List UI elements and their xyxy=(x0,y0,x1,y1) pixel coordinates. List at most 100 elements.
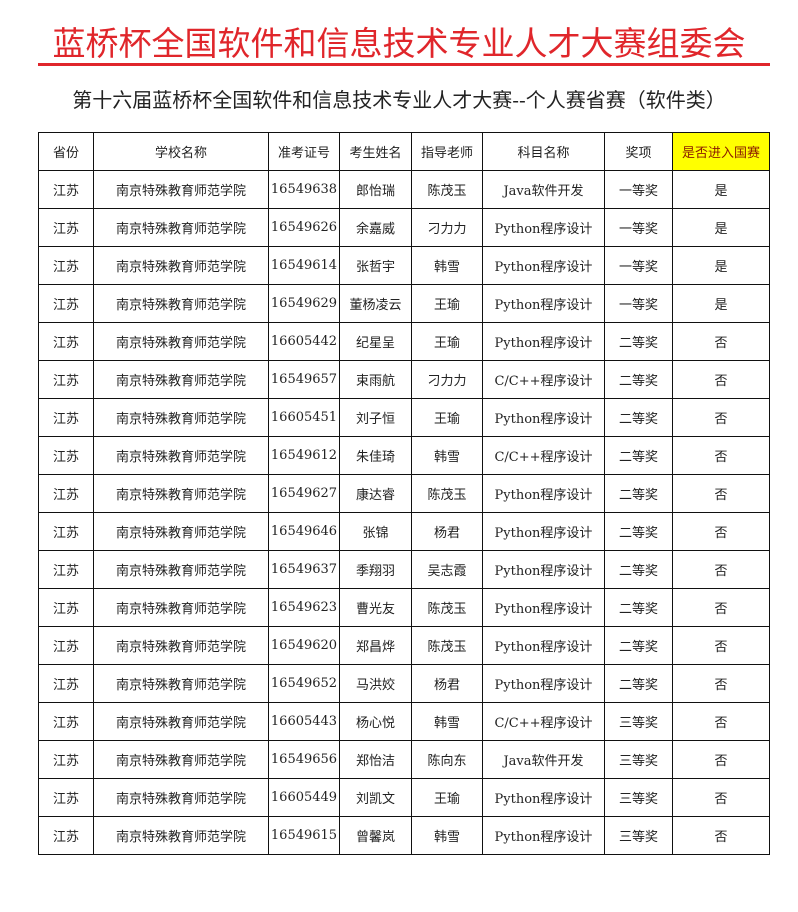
table-row: 江苏 南京特殊教育师范学院 16605451 刘子恒 王瑜 Python程序设计 二等奖否 xyxy=(38,398,770,437)
cell-province: 江苏 xyxy=(38,474,94,513)
cell-student-name: 张哲宇 xyxy=(339,246,412,285)
cell-student-name: 郎怡瑞 xyxy=(339,170,412,209)
column-header-national-qualified: 是否进入国赛 xyxy=(672,132,770,171)
cell-award: 三等奖 xyxy=(604,702,673,741)
cell-school: 南京特殊教育师范学院 xyxy=(93,322,269,361)
cell-award: 一等奖 xyxy=(604,208,673,247)
cell-subject: Python程序设计 xyxy=(482,664,605,703)
cell-province: 江苏 xyxy=(38,170,94,209)
cell-national-qualified: 是 xyxy=(672,246,770,285)
cell-province: 江苏 xyxy=(38,322,94,361)
cell-advisor: 王瑜 xyxy=(411,398,483,437)
cell-award: 二等奖 xyxy=(604,550,673,589)
cell-school: 南京特殊教育师范学院 xyxy=(93,664,269,703)
table-row: 江苏 南京特殊教育师范学院 16549629 董杨凌云 王瑜 Python程序设计 一等奖是 xyxy=(38,284,770,323)
cell-student-name: 张锦 xyxy=(339,512,412,551)
cell-advisor: 王瑜 xyxy=(411,778,483,817)
table-row: 江苏 南京特殊教育师范学院 16549623 曹光友 陈茂玉 Python程序设计 二等奖否 xyxy=(38,588,770,627)
table-row: 江苏 南京特殊教育师范学院 16549638 郎怡瑞 陈茂玉 Java软件开发 一等奖是 xyxy=(38,170,770,209)
cell-student-name: 束雨航 xyxy=(339,360,412,399)
cell-student-name: 董杨凌云 xyxy=(339,284,412,323)
cell-province: 江苏 xyxy=(38,208,94,247)
cell-province: 江苏 xyxy=(38,550,94,589)
results-table: 省份 学校名称 准考证号 考生姓名 指导老师 科目名称 奖项 是否进入国赛 江苏 南京特殊教育师… xyxy=(38,132,770,855)
cell-advisor: 陈茂玉 xyxy=(411,170,483,209)
cell-subject: C/C++程序设计 xyxy=(482,360,605,399)
column-header-subject: 科目名称 xyxy=(482,132,605,171)
cell-school: 南京特殊教育师范学院 xyxy=(93,436,269,475)
cell-national-qualified: 是 xyxy=(672,284,770,323)
cell-advisor: 刁力力 xyxy=(411,208,483,247)
cell-student-name: 余嘉威 xyxy=(339,208,412,247)
cell-school: 南京特殊教育师范学院 xyxy=(93,778,269,817)
cell-award: 一等奖 xyxy=(604,246,673,285)
cell-school: 南京特殊教育师范学院 xyxy=(93,474,269,513)
cell-ticket-number: 16549620 xyxy=(268,626,340,665)
cell-advisor: 陈茂玉 xyxy=(411,474,483,513)
cell-province: 江苏 xyxy=(38,284,94,323)
column-header-award: 奖项 xyxy=(604,132,673,171)
column-header-ticket-number: 准考证号 xyxy=(268,132,340,171)
cell-province: 江苏 xyxy=(38,778,94,817)
organizer-title: 蓝桥杯全国软件和信息技术专业人才大赛组委会 xyxy=(52,24,746,63)
cell-subject: C/C++程序设计 xyxy=(482,702,605,741)
cell-province: 江苏 xyxy=(38,360,94,399)
cell-province: 江苏 xyxy=(38,740,94,779)
table-header-row: 省份 学校名称 准考证号 考生姓名 指导老师 科目名称 奖项 是否进入国赛 xyxy=(38,132,770,171)
cell-ticket-number: 16605449 xyxy=(268,778,340,817)
cell-province: 江苏 xyxy=(38,512,94,551)
cell-award: 二等奖 xyxy=(604,474,673,513)
cell-advisor: 杨君 xyxy=(411,512,483,551)
title-divider xyxy=(38,63,770,66)
cell-national-qualified: 否 xyxy=(672,322,770,361)
table-row: 江苏 南京特殊教育师范学院 16549620 郑昌烨 陈茂玉 Python程序设计 二等奖否 xyxy=(38,626,770,665)
cell-subject: C/C++程序设计 xyxy=(482,436,605,475)
cell-advisor: 韩雪 xyxy=(411,436,483,475)
table-row: 江苏 南京特殊教育师范学院 16605449 刘凯文 王瑜 Python程序设计 三等奖否 xyxy=(38,778,770,817)
cell-advisor: 韩雪 xyxy=(411,702,483,741)
cell-province: 江苏 xyxy=(38,588,94,627)
cell-province: 江苏 xyxy=(38,816,94,855)
document-subtitle: 第十六届蓝桥杯全国软件和信息技术专业人才大赛--个人赛省赛（软件类） xyxy=(72,88,726,112)
cell-subject: Python程序设计 xyxy=(482,284,605,323)
cell-school: 南京特殊教育师范学院 xyxy=(93,284,269,323)
cell-subject: Python程序设计 xyxy=(482,816,605,855)
cell-school: 南京特殊教育师范学院 xyxy=(93,740,269,779)
cell-award: 三等奖 xyxy=(604,816,673,855)
cell-award: 一等奖 xyxy=(604,284,673,323)
cell-subject: Java软件开发 xyxy=(482,740,605,779)
cell-subject: Python程序设计 xyxy=(482,512,605,551)
cell-province: 江苏 xyxy=(38,664,94,703)
cell-student-name: 马洪姣 xyxy=(339,664,412,703)
cell-ticket-number: 16549657 xyxy=(268,360,340,399)
cell-award: 三等奖 xyxy=(604,778,673,817)
table-row: 江苏 南京特殊教育师范学院 16549614 张哲宇 韩雪 Python程序设计 一等奖是 xyxy=(38,246,770,285)
cell-ticket-number: 16549627 xyxy=(268,474,340,513)
cell-province: 江苏 xyxy=(38,626,94,665)
column-header-province: 省份 xyxy=(38,132,94,171)
table-row: 江苏 南京特殊教育师范学院 16549652 马洪姣 杨君 Python程序设计 二等奖否 xyxy=(38,664,770,703)
cell-subject: Python程序设计 xyxy=(482,626,605,665)
cell-school: 南京特殊教育师范学院 xyxy=(93,626,269,665)
cell-ticket-number: 16549614 xyxy=(268,246,340,285)
cell-school: 南京特殊教育师范学院 xyxy=(93,588,269,627)
cell-student-name: 康达睿 xyxy=(339,474,412,513)
cell-school: 南京特殊教育师范学院 xyxy=(93,360,269,399)
cell-ticket-number: 16549623 xyxy=(268,588,340,627)
table-row: 江苏 南京特殊教育师范学院 16605443 杨心悦 韩雪 C/C++程序设计 三等奖否 xyxy=(38,702,770,741)
cell-school: 南京特殊教育师范学院 xyxy=(93,170,269,209)
cell-national-qualified: 否 xyxy=(672,816,770,855)
cell-ticket-number: 16549612 xyxy=(268,436,340,475)
column-header-school: 学校名称 xyxy=(93,132,269,171)
cell-subject: Python程序设计 xyxy=(482,322,605,361)
cell-school: 南京特殊教育师范学院 xyxy=(93,816,269,855)
cell-ticket-number: 16549652 xyxy=(268,664,340,703)
cell-national-qualified: 否 xyxy=(672,398,770,437)
cell-national-qualified: 否 xyxy=(672,436,770,475)
cell-subject: Python程序设计 xyxy=(482,778,605,817)
table-row: 江苏 南京特殊教育师范学院 16549656 郑怡洁 陈向东 Java软件开发 三等奖否 xyxy=(38,740,770,779)
cell-subject: Python程序设计 xyxy=(482,550,605,589)
cell-ticket-number: 16605443 xyxy=(268,702,340,741)
cell-advisor: 韩雪 xyxy=(411,816,483,855)
cell-advisor: 王瑜 xyxy=(411,284,483,323)
